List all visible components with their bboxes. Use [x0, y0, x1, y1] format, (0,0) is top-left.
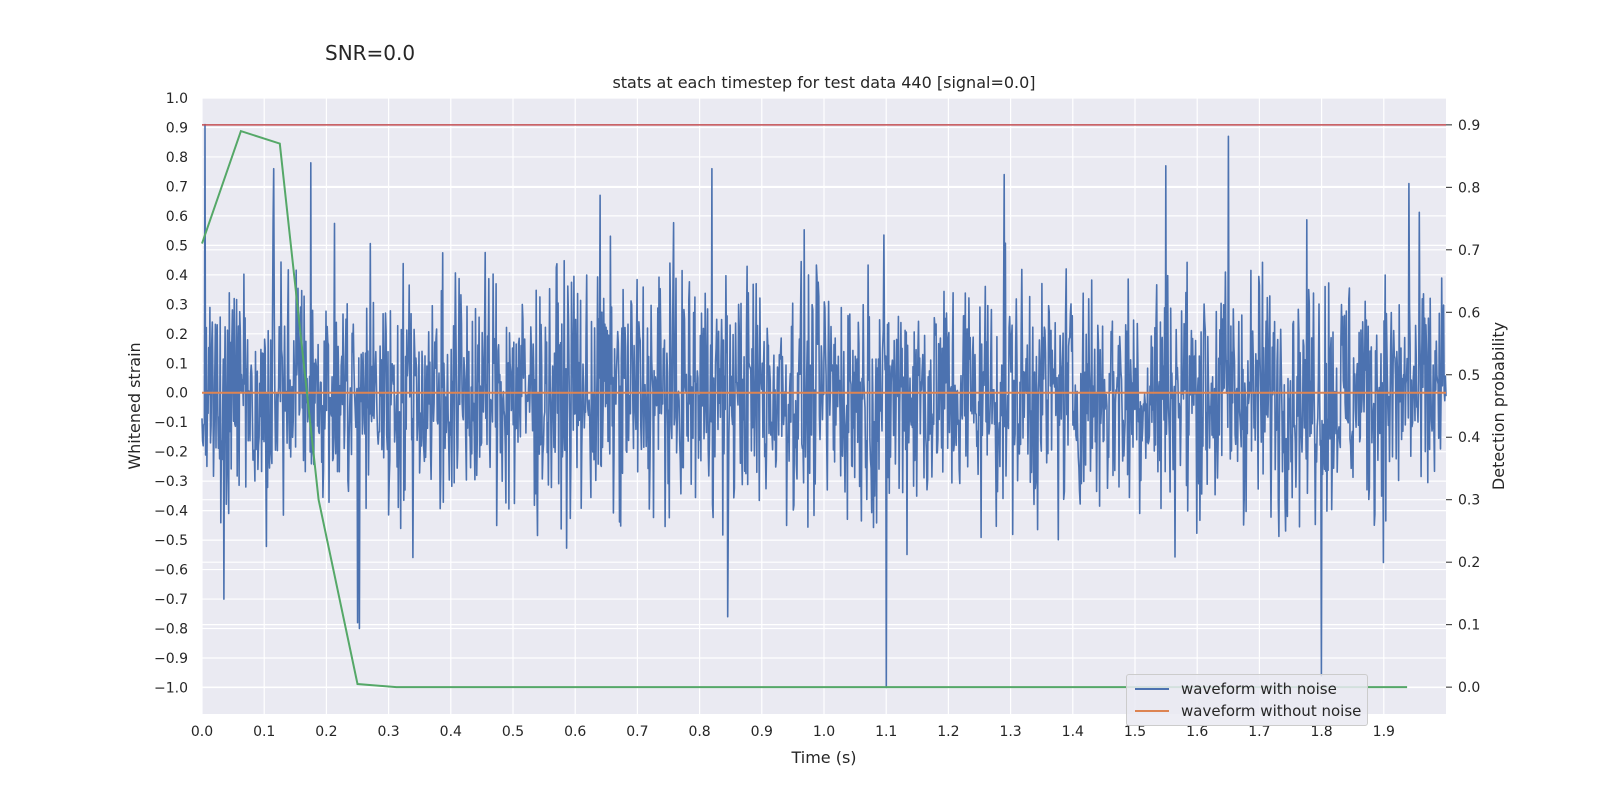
y-tick-label: −0.7 — [154, 592, 188, 608]
y2-tick-label: 0.5 — [1458, 368, 1480, 384]
x-tick-label: 0.3 — [377, 724, 399, 740]
x-tick-label: 1.7 — [1248, 724, 1270, 740]
series-line-noise — [201, 123, 1447, 689]
y2-tick-label: 0.1 — [1458, 618, 1480, 634]
y-tick-label: −0.2 — [154, 445, 188, 461]
y-tick-label: 0.4 — [166, 268, 188, 284]
y-tick-label: 0.1 — [166, 356, 188, 372]
y-tick-label: 0.8 — [166, 150, 188, 166]
x-axis-ticks: 0.0 0.1 0.2 0.3 0.4 0.5 0.6 0.7 0.8 0.9 1.0 1.1 1.2 1… — [191, 724, 1395, 740]
y-tick-label: 0.2 — [166, 327, 188, 343]
x-tick-label: 0.7 — [626, 724, 648, 740]
legend-item-clean: waveform without noise — [1127, 700, 1361, 722]
x-tick-label: 0.6 — [564, 724, 586, 740]
x-tick-label: 1.8 — [1310, 724, 1332, 740]
series-layer — [201, 123, 1447, 689]
y2-tick-label: 0.3 — [1458, 493, 1480, 509]
y2-tick-label: 0.0 — [1458, 680, 1480, 696]
legend-swatch-clean — [1135, 710, 1169, 712]
y2-tick-label: 0.7 — [1458, 243, 1480, 259]
y-tick-label: −0.5 — [154, 533, 188, 549]
y-tick-label: 0.6 — [166, 209, 188, 225]
y2-axis-ticks: 0.9 0.8 0.7 0.6 0.5 0.4 0.3 0.2 0.1 0.0 — [1446, 118, 1480, 696]
x-tick-label: 0.1 — [253, 724, 275, 740]
y-tick-label: 0.9 — [166, 120, 188, 136]
y-tick-label: −0.6 — [154, 563, 188, 579]
x-tick-label: 0.5 — [502, 724, 524, 740]
y-tick-label: 0.0 — [166, 386, 188, 402]
legend: waveform with noise waveform without noi… — [1126, 674, 1368, 726]
x-axis-label: Time (s) — [790, 748, 856, 767]
y-axis-label: Whitened strain — [125, 342, 144, 469]
figure-suptitle: SNR=0.0 — [325, 41, 416, 65]
x-tick-label: 1.2 — [937, 724, 959, 740]
y2-tick-label: 0.8 — [1458, 180, 1480, 196]
y-tick-label: −0.4 — [154, 504, 188, 520]
x-tick-label: 1.5 — [1124, 724, 1146, 740]
x-tick-label: 1.1 — [875, 724, 897, 740]
y-tick-label: 0.5 — [166, 238, 188, 254]
y-tick-label: −1.0 — [154, 680, 188, 696]
x-tick-label: 1.6 — [1186, 724, 1208, 740]
x-tick-label: 1.4 — [1062, 724, 1084, 740]
y2-tick-label: 0.4 — [1458, 430, 1480, 446]
x-tick-label: 1.9 — [1373, 724, 1395, 740]
y2-tick-label: 0.2 — [1458, 555, 1480, 571]
y2-axis-label: Detection probability — [1489, 322, 1508, 490]
legend-label-clean: waveform without noise — [1181, 702, 1362, 720]
legend-item-noise: waveform with noise — [1127, 678, 1337, 700]
x-tick-label: 0.0 — [191, 724, 213, 740]
chart-title: stats at each timestep for test data 440… — [612, 73, 1035, 92]
y-tick-label: 0.7 — [166, 179, 188, 195]
y-tick-label: −0.3 — [154, 474, 188, 490]
y-tick-label: 0.3 — [166, 297, 188, 313]
x-tick-label: 1.3 — [999, 724, 1021, 740]
x-tick-label: 1.0 — [813, 724, 835, 740]
y2-tick-label: 0.9 — [1458, 118, 1480, 134]
x-tick-label: 0.9 — [751, 724, 773, 740]
x-tick-label: 0.4 — [440, 724, 462, 740]
x-tick-label: 0.2 — [315, 724, 337, 740]
legend-label-noise: waveform with noise — [1181, 680, 1337, 698]
y-tick-label: 1.0 — [166, 91, 188, 107]
y-tick-label: −0.8 — [154, 622, 188, 638]
y-tick-label: −0.9 — [154, 651, 188, 667]
legend-swatch-noise — [1135, 688, 1169, 690]
x-tick-label: 0.8 — [688, 724, 710, 740]
y2-tick-label: 0.6 — [1458, 305, 1480, 321]
y-tick-label: −0.1 — [154, 415, 188, 431]
y-axis-ticks: 1.0 0.9 0.8 0.7 0.6 0.5 0.4 0.3 0.2 0.1 0.0 −0.1 −0.… — [154, 91, 188, 696]
